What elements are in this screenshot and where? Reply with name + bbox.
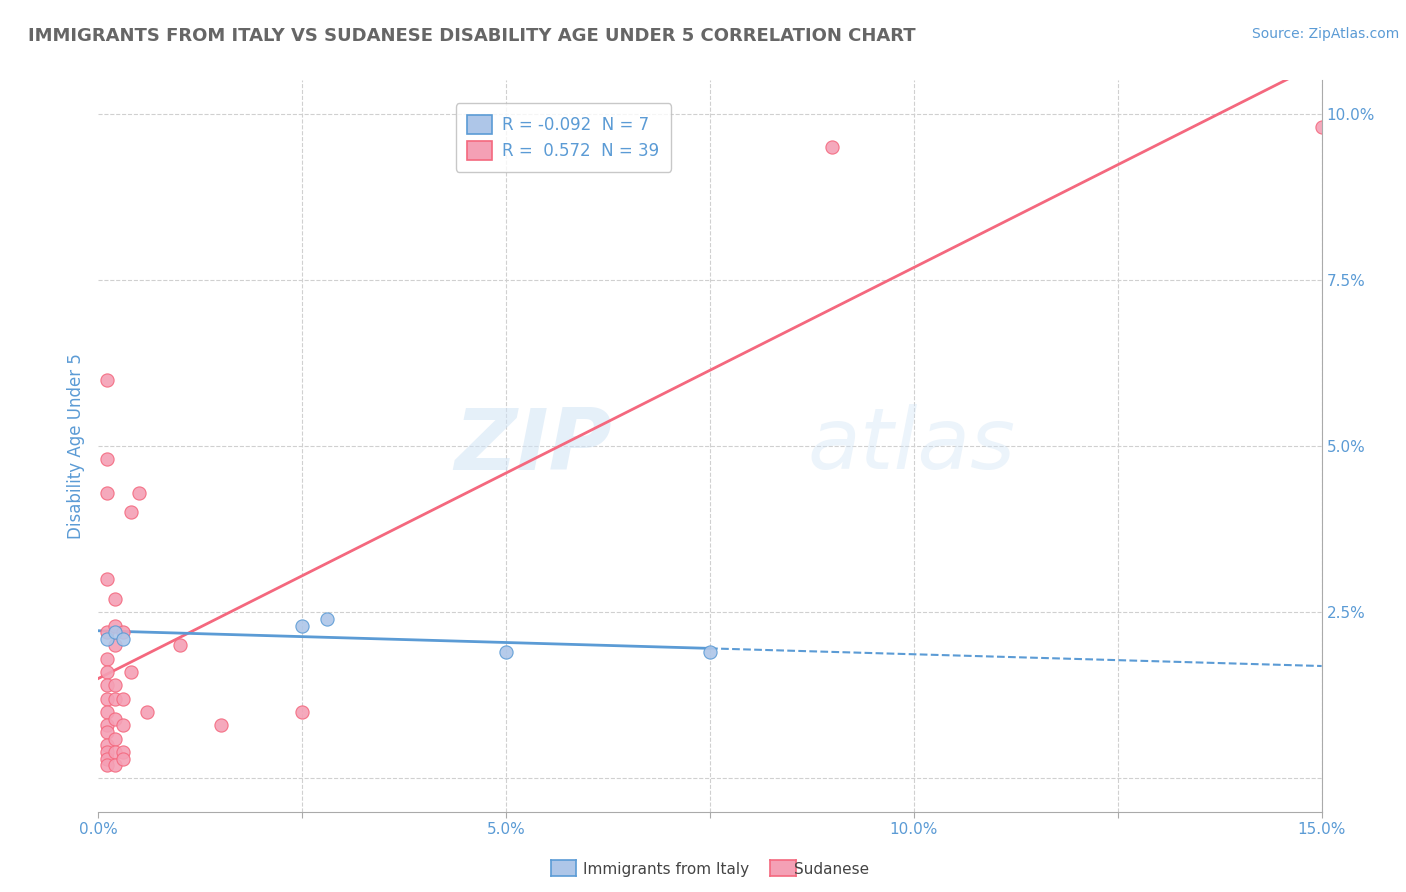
Point xyxy=(291,618,314,632)
Point xyxy=(1310,120,1333,134)
Point xyxy=(104,745,127,759)
Point xyxy=(104,758,127,772)
Point xyxy=(104,625,127,640)
Point xyxy=(96,725,118,739)
Point xyxy=(291,705,314,719)
Point xyxy=(104,639,127,653)
Point xyxy=(96,372,118,386)
Y-axis label: Disability Age Under 5: Disability Age Under 5 xyxy=(66,353,84,539)
Point xyxy=(111,745,134,759)
Text: Source: ZipAtlas.com: Source: ZipAtlas.com xyxy=(1251,27,1399,41)
Text: atlas: atlas xyxy=(808,404,1017,488)
Text: Sudanese: Sudanese xyxy=(794,863,869,877)
Point xyxy=(315,612,337,626)
Point xyxy=(120,665,142,679)
Point xyxy=(111,632,134,646)
Point xyxy=(96,758,118,772)
Point xyxy=(104,712,127,726)
Point xyxy=(104,591,127,606)
Point xyxy=(96,705,118,719)
Point xyxy=(136,705,159,719)
Point xyxy=(209,718,232,732)
Point xyxy=(821,140,844,154)
Point xyxy=(104,691,127,706)
Point xyxy=(96,652,118,666)
Point xyxy=(169,639,191,653)
Point xyxy=(104,618,127,632)
Point xyxy=(96,691,118,706)
Point xyxy=(96,738,118,752)
Point xyxy=(96,678,118,692)
Point xyxy=(111,751,134,765)
Point xyxy=(96,452,118,467)
Point xyxy=(96,572,118,586)
Point xyxy=(96,485,118,500)
Point xyxy=(96,665,118,679)
Point xyxy=(111,718,134,732)
Point xyxy=(111,691,134,706)
Point xyxy=(699,645,721,659)
Point xyxy=(104,678,127,692)
Point xyxy=(96,632,118,646)
Text: Immigrants from Italy: Immigrants from Italy xyxy=(583,863,749,877)
Point xyxy=(111,625,134,640)
Point xyxy=(96,751,118,765)
Point xyxy=(495,645,517,659)
Point xyxy=(120,506,142,520)
Point xyxy=(96,625,118,640)
Legend: R = -0.092  N = 7, R =  0.572  N = 39: R = -0.092 N = 7, R = 0.572 N = 39 xyxy=(456,103,671,172)
Text: IMMIGRANTS FROM ITALY VS SUDANESE DISABILITY AGE UNDER 5 CORRELATION CHART: IMMIGRANTS FROM ITALY VS SUDANESE DISABI… xyxy=(28,27,915,45)
Point xyxy=(96,718,118,732)
Point xyxy=(104,731,127,746)
Text: ZIP: ZIP xyxy=(454,404,612,488)
Point xyxy=(96,745,118,759)
Point xyxy=(128,485,150,500)
